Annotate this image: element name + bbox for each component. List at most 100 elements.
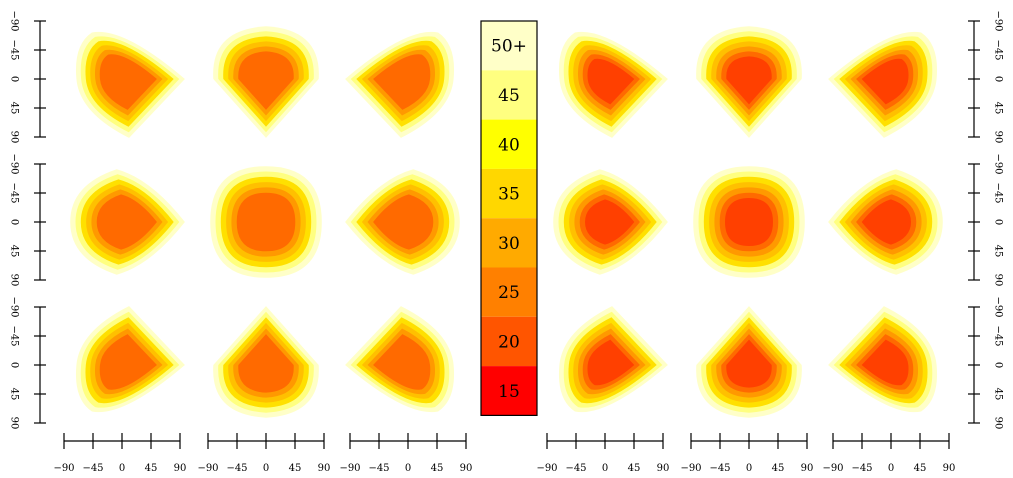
x-tick-label: 45	[145, 463, 158, 474]
heatmap-panel-g2-r2-c1	[553, 169, 668, 275]
x-tick-label: −45	[368, 463, 389, 474]
legend-swatch	[481, 21, 537, 71]
legend-swatch	[481, 366, 537, 416]
legend-label: 35	[498, 185, 520, 205]
y-tick-label: −90	[993, 296, 1004, 317]
y-tick-label: 90	[9, 274, 20, 287]
y-tick-label: −45	[9, 182, 20, 203]
y-axis-left-3: −90 −45 0 45 90	[9, 296, 46, 430]
x-tick-label: 45	[431, 463, 444, 474]
y-tick-label: 0	[9, 76, 20, 82]
heatmap-band-6	[238, 334, 294, 393]
legend-swatch	[481, 316, 537, 367]
x-tick-label: −90	[197, 463, 218, 474]
y-tick-label: −45	[993, 182, 1004, 203]
heatmap-panel-g2-r2-c3	[828, 169, 943, 275]
y-tick-label: 90	[9, 131, 20, 144]
x-tick-label: −45	[565, 463, 586, 474]
y-tick-label: −45	[9, 39, 20, 60]
y-tick-label: 90	[993, 417, 1004, 430]
legend-swatch	[481, 218, 537, 268]
y-tick-label: 0	[993, 362, 1004, 368]
y-tick-label: −90	[993, 153, 1004, 174]
heatmap-band-6	[99, 334, 157, 390]
heatmap-panel-g2-r1-c1	[558, 31, 668, 138]
legend-label: 45	[498, 86, 520, 106]
y-axis-left-1: −90 −45 0 45 90	[9, 10, 46, 144]
color-legend: 50+ 45 40 35 30 25 20 15	[480, 20, 538, 416]
heatmap-band-6	[99, 54, 157, 110]
x-tick-label: 0	[602, 463, 608, 474]
legend-swatch	[481, 267, 537, 317]
x-axis-6: −90 −45 0 45 90	[822, 433, 955, 474]
y-tick-label: 45	[9, 388, 20, 401]
y-tick-label: 0	[993, 76, 1004, 82]
legend-swatch	[481, 70, 537, 120]
legend-label: 20	[498, 332, 520, 352]
heatmap-band-6	[373, 334, 431, 390]
y-axis-right-1: −90 −45 0 45 90	[968, 10, 1004, 143]
x-tick-label: −90	[536, 463, 557, 474]
y-tick-label: 45	[9, 245, 20, 258]
x-tick-label: −90	[822, 463, 843, 474]
y-axes: −90 −45 0 45 90 −90 −45 0 45 90 −90 −45 0 45 90 −90 −45 0…	[9, 10, 1004, 429]
heatmap-panel-g2-r2-c2	[693, 166, 805, 278]
x-tick-label: −90	[680, 463, 701, 474]
heatmap-panel-g1-r3-c1	[75, 306, 185, 413]
heatmap-panel-g1-r2-c3	[345, 169, 460, 275]
x-tick-label: 0	[746, 463, 752, 474]
x-tick-label: 90	[657, 463, 670, 474]
heatmap-band-6	[373, 54, 431, 110]
x-axis-4: −90 −45 0 45 90	[536, 433, 669, 474]
heatmap-panel-g1-r3-c2	[213, 306, 319, 418]
y-tick-label: −45	[9, 325, 20, 346]
y-tick-label: −90	[9, 10, 20, 31]
heatmap-panel-g1-r1-c2	[213, 26, 319, 138]
y-tick-label: 0	[9, 362, 20, 368]
heatmap-band-7	[725, 198, 773, 246]
heatmap-panels	[70, 26, 943, 418]
legend-label: 40	[498, 135, 520, 155]
heatmap-band-6	[96, 194, 157, 250]
heatmap-panel-g2-r1-c3	[828, 31, 938, 138]
legend-label: 50+	[491, 37, 527, 57]
heatmap-band-7	[726, 56, 772, 105]
legend-border	[480, 20, 538, 416]
x-tick-label: −45	[226, 463, 247, 474]
heatmap-panel-g1-r1-c1	[75, 31, 185, 138]
y-tick-label: 45	[993, 388, 1004, 401]
heatmap-band-6	[373, 194, 434, 250]
y-tick-label: 45	[993, 102, 1004, 115]
x-tick-label: 0	[263, 463, 269, 474]
legend-swatch	[481, 168, 537, 219]
x-axis-5: −90 −45 0 45 90	[680, 433, 813, 474]
heatmap-band-7	[587, 58, 635, 105]
x-tick-label: −45	[82, 463, 103, 474]
y-tick-label: 90	[993, 274, 1004, 287]
x-tick-label: 0	[119, 463, 125, 474]
y-tick-label: 0	[993, 219, 1004, 225]
y-tick-label: −90	[9, 296, 20, 317]
heatmap-panel-g1-r2-c2	[210, 166, 322, 278]
x-tick-label: −90	[53, 463, 74, 474]
x-tick-label: 45	[772, 463, 785, 474]
y-tick-label: 0	[9, 219, 20, 225]
y-axis-right-3: −90 −45 0 45 90	[968, 296, 1004, 429]
x-tick-label: 90	[318, 463, 331, 474]
y-tick-label: 90	[9, 417, 20, 430]
x-tick-label: 45	[289, 463, 302, 474]
x-tick-label: 90	[174, 463, 187, 474]
x-tick-label: −90	[339, 463, 360, 474]
heatmap-panel-g2-r3-c1	[558, 306, 668, 413]
heatmap-band-7	[585, 199, 635, 245]
x-tick-label: −45	[851, 463, 872, 474]
y-tick-label: −90	[993, 10, 1004, 31]
x-axis-1: −90 −45 0 45 90	[53, 433, 186, 474]
y-tick-label: 45	[993, 245, 1004, 258]
legend-label: 15	[498, 382, 520, 402]
y-tick-label: −90	[9, 153, 20, 174]
x-tick-label: 0	[888, 463, 894, 474]
heatmap-band-6	[238, 51, 294, 110]
heatmap-band-7	[861, 58, 909, 105]
